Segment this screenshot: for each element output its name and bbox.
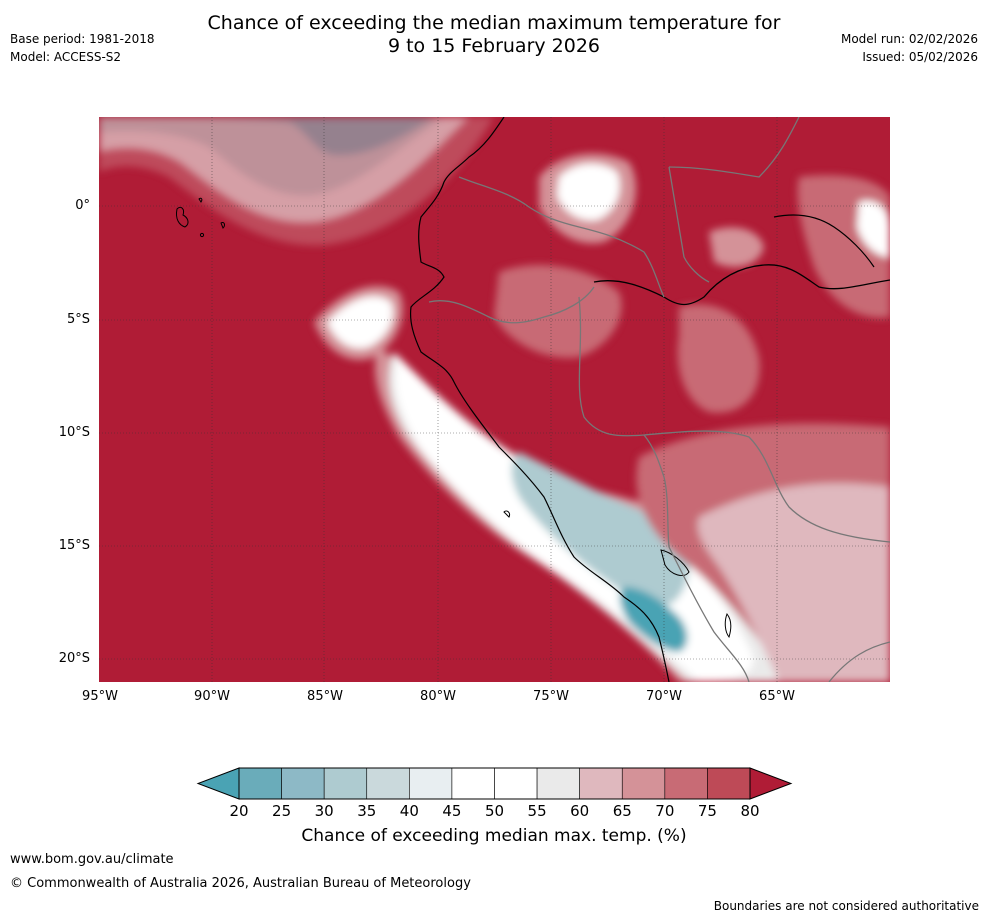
colorbar-tick-label: 55 [527,802,547,820]
lon-label-90w: 90°W [194,689,230,704]
colorbar-segment [366,767,410,800]
colorbar-tick-label: 70 [655,802,675,820]
colorbar-title: Chance of exceeding median max. temp. (%… [301,826,687,846]
chart-title: Chance of exceeding the median maximum t… [0,12,988,58]
colorbar-segment [323,767,368,800]
lat-label-10s: 10°S [58,425,90,440]
colorbar-segment [536,767,580,800]
colorbar-tick-label: 35 [357,802,377,820]
colorbar-segment [664,767,708,800]
lon-label-65w: 65°W [759,689,795,704]
colorbar-segment [281,767,325,800]
colorbar-tick-label: 60 [570,802,590,820]
probability-map [99,117,890,682]
issued-date: Issued: 05/02/2026 [862,50,978,64]
colorbar-segment [409,767,453,800]
colorbar-segment [494,767,538,800]
field-upper-mid [709,227,764,267]
coastline [409,117,670,682]
colorbar-tick-label: 45 [442,802,462,820]
title-line-2: 9 to 15 February 2026 [387,35,601,57]
colorbar-low-arrow [196,767,240,800]
field-north-ring [99,117,494,246]
colorbar-tick-label: 80 [740,802,760,820]
field-amazon-east [677,304,760,413]
colorbar-high-arrow [749,767,793,800]
colorbar-tick-label: 40 [399,802,419,820]
field-amazon-mid [494,264,622,358]
lon-label-75w: 75°W [533,689,569,704]
lon-label-95w: 95°W [82,689,118,704]
field-offshore-5s-core [327,296,393,349]
field-southeast-light [697,483,890,682]
galapagos-islands [176,197,225,238]
field-coast-teal-core [619,587,688,652]
footer-copyright: © Commonwealth of Australia 2026, Austra… [10,876,471,891]
lon-label-85w: 85°W [307,689,343,704]
lake-poopo [724,612,732,639]
colorbar-outline [238,767,751,800]
country-borders [428,117,890,682]
colorbar-tick-label: 20 [229,802,249,820]
inland-lake [503,510,510,518]
lake-titicaca [660,549,690,576]
lat-label-5s: 5°S [66,312,90,327]
colorbar-segments [238,767,751,800]
colorbar-segment [621,767,666,800]
colorbar-tick-label: 50 [484,802,505,820]
colorbar-tick-label: 75 [697,802,717,820]
colorbar-tick-label: 30 [314,802,334,820]
title-line-1: Chance of exceeding the median maximum t… [207,12,781,34]
graticule [99,117,890,682]
lat-label-20s: 20°S [58,651,90,666]
colorbar-segment [238,767,282,800]
footer-disclaimer: Boundaries are not considered authoritat… [713,899,979,913]
meta-left: Base period: 1981-2018 Model: ACCESS-S2 [10,30,155,66]
amazon-river [593,264,890,306]
lon-label-70w: 70°W [646,689,682,704]
model-run: Model run: 02/02/2026 [840,32,978,46]
lon-label-80w: 80°W [420,689,456,704]
colorbar-tick-label: 65 [612,802,632,820]
field-northeast-core [857,200,890,257]
river-north [773,214,875,268]
colorbar-segment [579,767,623,800]
lat-label-15s: 15°S [58,538,90,553]
lat-label-0: 0° [75,198,90,213]
meta-right: Model run: 02/02/2026 Issued: 05/02/2026 [841,30,978,66]
base-period: Base period: 1981-2018 [10,32,155,46]
colorbar-segment [451,767,495,800]
colorbar [196,767,793,800]
footer-url[interactable]: www.bom.gov.au/climate [10,852,174,867]
model-name: Model: ACCESS-S2 [10,50,122,64]
colorbar-segment [707,767,751,800]
field-coast-teal [511,452,690,606]
colorbar-tick-label: 25 [272,802,292,820]
